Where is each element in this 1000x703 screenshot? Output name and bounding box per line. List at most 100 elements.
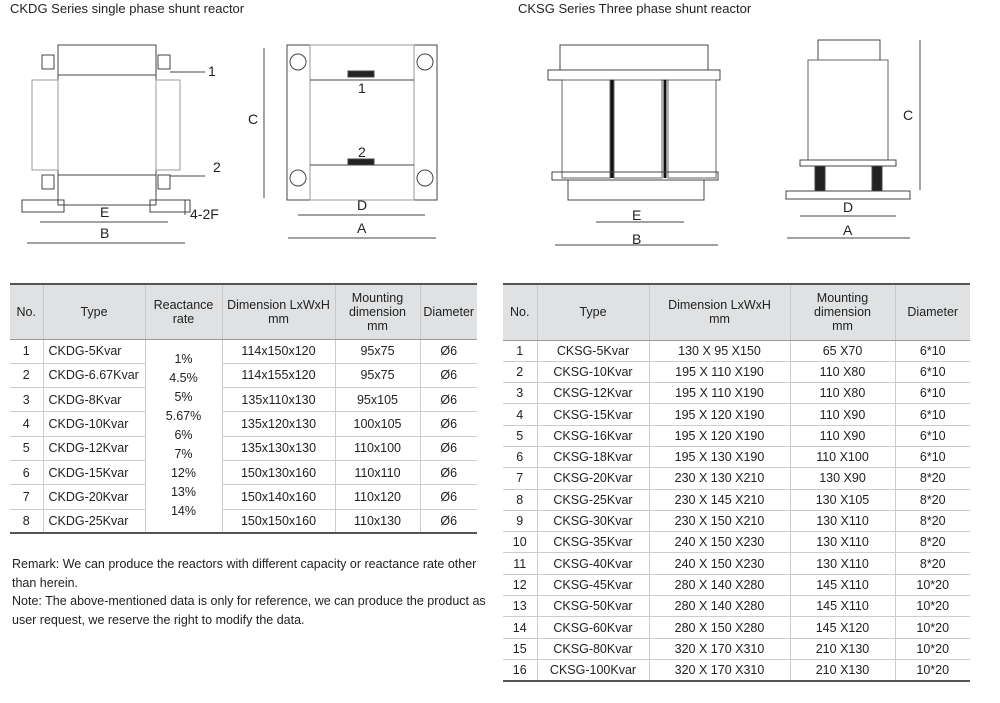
table-cell: 320 X 170 X310 xyxy=(648,659,790,682)
reactance-rate: 5.67% xyxy=(165,409,202,424)
table-row: 6 CKSG-18Kvar 195 X 130 X190 110 X100 6*10 xyxy=(503,446,970,469)
table-cell: 8*20 xyxy=(894,489,970,511)
table-row: 13 CKSG-50Kvar 280 X 140 X280 145 X110 10*20 xyxy=(503,595,970,618)
table-cell: 8*20 xyxy=(894,467,970,490)
table-row: 11 CKSG-40Kvar 240 X 150 X230 130 X110 8*20 xyxy=(503,552,970,575)
table-cell: 1 xyxy=(10,339,43,364)
table-cell: 13 xyxy=(503,595,537,618)
table-cell: CKDG-15Kvar xyxy=(42,460,145,486)
label-c-3ph: C xyxy=(903,107,913,123)
table-row: 4 CKSG-15Kvar 195 X 120 X190 110 X90 6*10 xyxy=(503,403,970,426)
reactance-rate: 7% xyxy=(174,447,193,462)
label-d: D xyxy=(357,197,367,213)
table-row: 1 CKSG-5Kvar 130 X 95 X150 65 X70 6*10 xyxy=(503,340,970,362)
table-cell: 195 X 110 X190 xyxy=(648,382,790,405)
table-row: 8 CKDG-25Kvar 150x150x160 110x130 Ø6 xyxy=(10,509,477,534)
table-row: 8 CKSG-25Kvar 230 X 145 X210 130 X105 8*20 xyxy=(503,489,970,511)
table-row: 1 CKDG-5Kvar 1% 4.5% 5% 5.67% 6% 7% 12% 13% 14% 114… xyxy=(10,339,477,534)
table-cell: 6*10 xyxy=(894,446,970,469)
table-cell: 150x150x160 xyxy=(221,509,335,534)
table-cell: 5 xyxy=(10,436,43,461)
table-row: 4 CKDG-10Kvar 135x120x130 100x105 Ø6 xyxy=(10,411,477,437)
table-cell: 9 xyxy=(503,510,537,533)
table-cell: 110x100 xyxy=(334,436,420,461)
table-cell: 110 X80 xyxy=(789,382,895,405)
label-part-1: 1 xyxy=(208,63,216,79)
header-line: Reactance xyxy=(153,297,214,312)
table-cell: 150x140x160 xyxy=(221,484,335,510)
label-top-2: 2 xyxy=(358,144,366,160)
header-line: Type xyxy=(80,304,108,319)
reactance-rate: 5% xyxy=(174,390,193,405)
table-cell: 130 X110 xyxy=(789,531,895,554)
header-line: Dimension LxWxH xyxy=(668,298,771,313)
table-cell: 130 X110 xyxy=(789,510,895,533)
remarks: Remark: We can produce the reactors with… xyxy=(12,555,492,629)
table-cell: 110 X90 xyxy=(789,425,895,447)
column-header: No. xyxy=(10,284,43,340)
label-holes: 4-2F xyxy=(190,206,219,222)
header-line: Mounting xyxy=(816,291,869,306)
table-row: 7 CKDG-20Kvar 150x140x160 110x120 Ø6 xyxy=(10,484,477,510)
column-header: Diameter xyxy=(894,284,970,341)
table-cell: CKSG-18Kvar xyxy=(536,446,649,469)
table-cell: 6*10 xyxy=(894,382,970,405)
header-line: Type xyxy=(579,305,607,320)
header-line: dimension xyxy=(349,304,406,319)
table-cell: 10*20 xyxy=(894,595,970,618)
table-cell: 280 X 140 X280 xyxy=(648,574,790,597)
table-cell: 4 xyxy=(503,403,537,426)
header-line: mm xyxy=(367,318,388,333)
table-cell: 6*10 xyxy=(894,403,970,426)
table-cell: CKSG-35Kvar xyxy=(536,531,649,554)
reactance-rate: 12% xyxy=(170,466,197,481)
table-cell: 10*20 xyxy=(894,574,970,597)
table-cell: 130 X 95 X150 xyxy=(648,340,790,362)
table-row: 5 CKSG-16Kvar 195 X 120 X190 110 X90 6*10 xyxy=(503,425,970,447)
table-cell: 114x155x120 xyxy=(221,363,335,389)
table-cell: 195 X 120 X190 xyxy=(648,403,790,426)
table-cell: 230 X 145 X210 xyxy=(648,489,790,511)
label-part-2: 2 xyxy=(213,159,221,175)
table-cell: 6*10 xyxy=(894,425,970,447)
table-cell: 230 X 130 X210 xyxy=(648,467,790,490)
label-c: C xyxy=(248,111,258,127)
table-cell: 230 X 150 X210 xyxy=(648,510,790,533)
table-row: 2 CKSG-10Kvar 195 X 110 X190 110 X80 6*10 xyxy=(503,361,970,384)
table-cell: 8*20 xyxy=(894,552,970,575)
table-cell: CKSG-80Kvar xyxy=(536,638,649,660)
table-cell: 110 X100 xyxy=(789,446,895,469)
table-cell: Ø6 xyxy=(419,387,477,413)
table-cell: 10*20 xyxy=(894,616,970,639)
table-cell: 3 xyxy=(10,387,43,413)
table-cell: 1 xyxy=(503,340,537,362)
reactance-rate: 4.5% xyxy=(169,371,198,386)
table-cell: 8*20 xyxy=(894,531,970,554)
note-text: Note: The above-mentioned data is only f… xyxy=(12,594,486,627)
cksg-side-view xyxy=(785,39,921,239)
table-cell: 16 xyxy=(503,659,537,682)
label-top-1: 1 xyxy=(358,80,366,96)
header-line: No. xyxy=(16,304,36,319)
table-cell: CKSG-20Kvar xyxy=(536,467,649,490)
table-header-row: No. Type Reactance rate Dimension LxWxH mm Mou… xyxy=(10,284,477,340)
table-cell: 195 X 110 X190 xyxy=(648,361,790,384)
table-cell: 95x105 xyxy=(334,387,420,413)
table-cell: 4 xyxy=(10,411,43,437)
table-cell: 135x120x130 xyxy=(221,411,335,437)
table-row: 5 CKDG-12Kvar 135x130x130 110x100 Ø6 xyxy=(10,436,477,461)
table-cell: 11 xyxy=(503,552,537,575)
table-cell: 145 X110 xyxy=(789,595,895,618)
table-cell: CKSG-15Kvar xyxy=(536,403,649,426)
column-header: Diameter xyxy=(419,284,477,340)
table-cell: 7 xyxy=(503,467,537,490)
header-line: mm xyxy=(268,311,289,326)
table-cell: 110x110 xyxy=(334,460,420,486)
header-line: Dimension LxWxH xyxy=(227,297,330,312)
cksg-spec-table: No. Type Dimension LxWxH mm Mounting dimensio… xyxy=(503,283,970,682)
table-cell: 240 X 150 X230 xyxy=(648,531,790,554)
label-b: B xyxy=(100,225,109,241)
table-row: 7 CKSG-20Kvar 230 X 130 X210 130 X90 8*20 xyxy=(503,467,970,490)
column-header: Type xyxy=(42,284,145,340)
table-header-row: No. Type Dimension LxWxH mm Mounting dimensio… xyxy=(503,284,970,341)
